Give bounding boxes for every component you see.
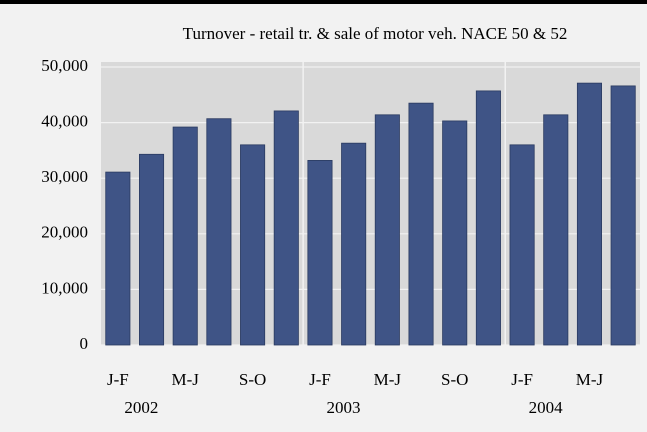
bar [610,85,636,346]
chart-title: Turnover - retail tr. & sale of motor ve… [183,24,568,43]
bar [408,102,434,346]
bar [105,171,131,346]
y-tick-label: 0 [80,334,89,353]
x-tick-label: M-J [576,370,604,389]
top-rule [0,0,647,4]
group-label: 2004 [529,398,564,417]
bar [172,126,198,346]
x-tick-label: S-O [441,370,468,389]
y-tick-label: 10,000 [41,278,88,297]
y-tick-label: 50,000 [41,56,88,75]
group-label: 2003 [327,398,361,417]
bar [374,114,400,346]
bar [139,153,165,346]
bar [273,110,299,346]
bar [341,142,367,346]
x-tick-label: M-J [172,370,200,389]
x-tick-label: J-F [511,370,533,389]
x-tick-label: J-F [107,370,129,389]
bar [307,160,333,346]
x-tick-label: M-J [374,370,402,389]
y-tick-label: 20,000 [41,223,88,242]
bar [509,144,535,346]
bar [475,90,501,346]
group-label: 2002 [124,398,158,417]
x-tick-label: J-F [309,370,331,389]
bar [442,120,468,346]
x-tick-label: S-O [239,370,266,389]
bar [576,82,602,346]
bar [240,144,266,346]
bar [543,114,569,346]
y-tick-label: 40,000 [41,112,88,131]
y-tick-label: 30,000 [41,167,88,186]
bar [206,118,232,346]
